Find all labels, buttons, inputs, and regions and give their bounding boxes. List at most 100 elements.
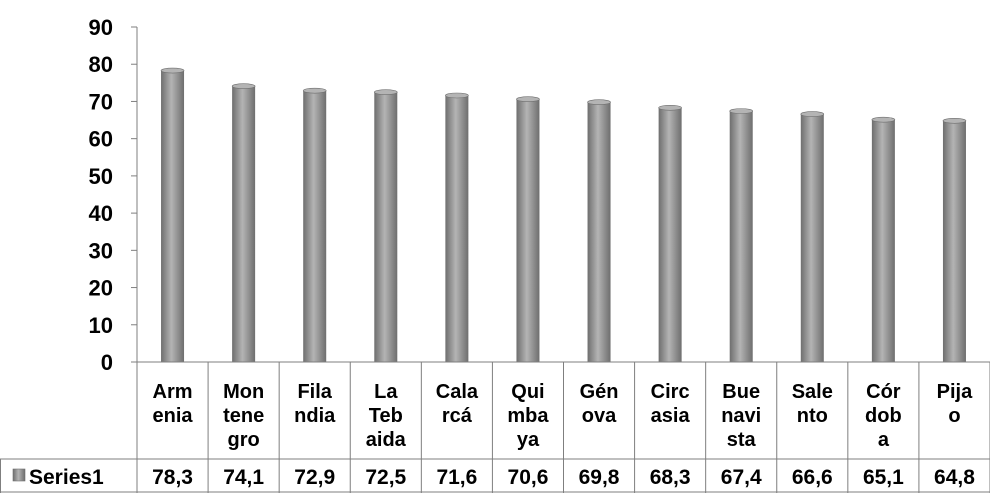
axes-layer: [0, 26, 990, 493]
bar-body: [658, 107, 682, 363]
y-tick-label: 50: [89, 164, 113, 189]
bar: [587, 99, 611, 362]
category-label-line: Circ: [651, 381, 690, 403]
category-label: Gén ova: [580, 381, 619, 427]
category-label-line: Mon: [223, 381, 264, 403]
category-label-line: Qui: [511, 381, 544, 403]
bar-body: [445, 95, 469, 362]
bar-top: [800, 111, 825, 117]
bar-body: [303, 90, 327, 363]
data-table-value: 72,5: [365, 466, 406, 489]
category-label-line: gro: [228, 429, 260, 451]
data-table-value: 67,4: [721, 466, 762, 489]
category-label: Arm enia: [153, 381, 194, 427]
data-table-value: 66,6: [792, 466, 833, 489]
y-tick-label: 20: [89, 276, 113, 301]
category-label: Qui mba ya: [507, 381, 549, 451]
category-label: Pija o: [937, 381, 973, 427]
series-name: Series1: [29, 466, 104, 489]
category-label-line: ova: [582, 405, 617, 427]
bar-body: [516, 99, 540, 362]
labels-layer: 0 10 20 30 40 50 60 70 80 90 Arm enia Mon tene gro Fila…: [12, 15, 975, 489]
y-tick-label: 70: [89, 89, 113, 114]
bar-top: [160, 67, 185, 74]
category-label-line: Fila: [297, 381, 332, 403]
bar-top: [587, 99, 611, 105]
legend-key-icon: [12, 468, 26, 482]
y-tick-label: 0: [101, 350, 113, 375]
bar: [373, 89, 398, 362]
data-table-value: 74,1: [223, 466, 264, 489]
data-table-value: 64,8: [934, 466, 975, 489]
category-label-line: a: [878, 429, 890, 451]
bar-body: [871, 119, 895, 362]
bar-top: [373, 89, 398, 95]
category-label-line: La: [374, 381, 398, 403]
category-label-line: o: [948, 405, 960, 427]
category-label-line: Cala: [436, 381, 479, 403]
y-tick-label: 40: [89, 201, 113, 226]
bar-top: [942, 118, 967, 124]
category-label-line: aida: [366, 429, 407, 451]
y-tick-label: 80: [89, 52, 113, 77]
data-table-value: 70,6: [508, 466, 549, 489]
category-label: La Teb aida: [366, 381, 407, 451]
category-label: Sale nto: [792, 381, 833, 427]
category-label-line: ya: [517, 429, 540, 451]
category-label-line: Cór: [866, 381, 901, 403]
data-table-value: 72,9: [294, 466, 335, 489]
category-label-line: Pija: [937, 381, 973, 403]
category-label-line: navi: [721, 405, 761, 427]
bars-layer: [160, 67, 967, 363]
bar: [231, 83, 256, 362]
y-tick-label: 60: [89, 127, 113, 152]
bar-body: [232, 86, 256, 362]
bar-body: [942, 120, 966, 362]
category-label: Cór dob a: [865, 381, 902, 451]
category-label-line: enia: [153, 405, 194, 427]
y-tick-label: 10: [89, 313, 113, 338]
bar-body: [729, 111, 753, 362]
category-label-line: ndia: [294, 405, 336, 427]
bar-top: [445, 92, 469, 99]
category-label-line: asia: [651, 405, 691, 427]
category-label-line: nto: [797, 405, 828, 427]
bar-body: [161, 70, 185, 363]
category-label-line: Gén: [580, 381, 619, 403]
bar-top: [729, 108, 754, 114]
bar: [445, 92, 469, 362]
bar-body: [374, 92, 398, 362]
category-label: Bue navi sta: [721, 381, 761, 451]
y-tick-label: 30: [89, 238, 113, 263]
bar-body: [800, 114, 824, 362]
bar: [302, 87, 327, 363]
bar: [729, 108, 754, 362]
bar: [942, 118, 967, 362]
category-label: Mon tene gro: [223, 381, 264, 451]
bar: [871, 116, 896, 362]
category-label-line: tene: [223, 405, 264, 427]
bar: [800, 111, 825, 362]
data-table-value: 68,3: [650, 466, 691, 489]
bar: [658, 104, 682, 363]
category-label-line: dob: [865, 405, 902, 427]
category-label-line: Teb: [369, 405, 403, 427]
bar-top: [302, 87, 327, 94]
category-label: Cala rcá: [436, 381, 479, 427]
data-table-value: 65,1: [863, 466, 904, 489]
bar-top: [871, 116, 896, 123]
bar-top: [658, 104, 682, 111]
y-tick-label: 90: [89, 15, 113, 40]
category-label-line: rcá: [442, 405, 473, 427]
category-label: Circ asia: [651, 381, 691, 427]
category-label-line: mba: [507, 405, 549, 427]
category-label: Fila ndia: [294, 381, 336, 427]
data-table-value: 78,3: [152, 466, 193, 489]
bar-top: [231, 83, 256, 89]
category-label-line: Bue: [722, 381, 760, 403]
category-label-line: Sale: [792, 381, 833, 403]
category-label-line: Arm: [153, 381, 193, 403]
bar: [160, 67, 185, 363]
